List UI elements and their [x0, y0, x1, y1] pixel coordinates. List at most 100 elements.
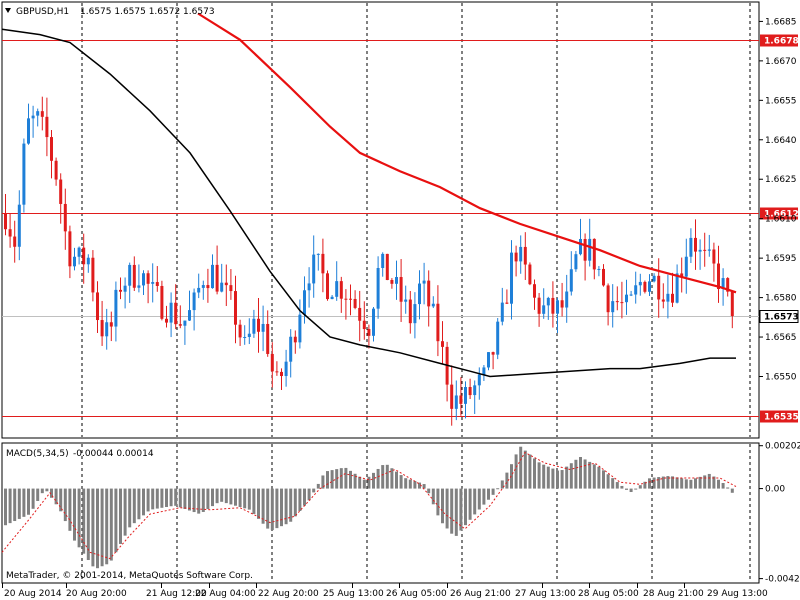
candle-body [261, 323, 265, 332]
macd-bar [615, 482, 619, 489]
candle-body [344, 298, 348, 300]
candle-body [367, 329, 371, 336]
macd-bar [666, 476, 670, 489]
macd-bar [496, 488, 500, 490]
macd-values: -0.00044 0.00014 [73, 449, 154, 459]
macd-bar [27, 488, 30, 515]
macd-bar [68, 488, 72, 531]
candle-body [169, 302, 173, 323]
candle-body [459, 395, 463, 404]
macd-panel[interactable]: MACD(5,34,5) -0.00044 0.00014 MetaTrader… [1, 442, 760, 584]
price-level-tag [760, 207, 798, 220]
candle-body [372, 308, 375, 336]
macd-bar [289, 488, 293, 522]
candle-body [487, 352, 490, 368]
macd-bar [542, 464, 546, 489]
candle-body [36, 111, 40, 116]
candle-body [8, 229, 12, 237]
macd-bar [174, 488, 178, 506]
macd-title: MACD(5,34,5) [6, 449, 69, 459]
macd-panel-frame [1, 442, 760, 584]
candle-body [404, 299, 408, 302]
candle-body [611, 301, 615, 313]
price-tick-label: 1.6580 [765, 294, 797, 304]
macd-bar [137, 488, 141, 520]
candle-body [165, 318, 168, 323]
macd-bar [528, 454, 532, 489]
candle-body [638, 281, 642, 286]
candle-body [220, 282, 224, 292]
macd-bar [459, 488, 463, 531]
macd-bar [583, 459, 587, 489]
candle-body [491, 352, 495, 355]
macd-bar [533, 458, 536, 489]
macd-bar [367, 476, 371, 489]
macd-bar [220, 488, 224, 502]
macd-bar [408, 479, 412, 489]
candle-body [597, 268, 601, 270]
macd-bar [73, 488, 76, 541]
candle-body [698, 249, 702, 252]
candle-body [82, 247, 86, 265]
candle-body [505, 302, 509, 304]
macd-bar [477, 488, 481, 510]
candle-body [197, 287, 201, 293]
macd-bar [91, 488, 95, 567]
candle-body [247, 333, 251, 337]
candle-body [390, 280, 394, 284]
price-panel[interactable]: GBPUSD,H1 1.6575 1.6575 1.6572 1.6573 [1, 1, 760, 439]
candle-body [330, 296, 334, 300]
candle-body [385, 253, 389, 281]
time-tick-label: 20 Aug 20:00 [66, 589, 127, 599]
price-tick-label: 1.6625 [765, 175, 797, 185]
candle-body [206, 285, 210, 289]
candle-body [353, 298, 357, 308]
macd-bar [482, 488, 486, 505]
price-level-label: 1.6535 [764, 413, 799, 423]
candle-body [422, 280, 426, 284]
macd-bar [50, 488, 53, 498]
macd-bar [257, 488, 260, 519]
price-level-label: 1.6612 [764, 210, 799, 220]
macd-bar [546, 466, 550, 489]
macd-bar [376, 468, 380, 489]
macd-bar [229, 488, 233, 505]
candle-body [395, 277, 398, 284]
macd-bar [261, 488, 265, 524]
macd-bar [109, 488, 113, 561]
candle-body [510, 252, 513, 304]
macd-bar [551, 468, 555, 489]
candle-body [615, 301, 619, 303]
candle-body [211, 264, 214, 289]
time-tick-label: 21 Aug 12:00 [146, 589, 207, 599]
candle-body [174, 302, 178, 325]
macd-bar [298, 488, 302, 511]
candle-body [201, 285, 205, 288]
macd-bar [339, 468, 343, 489]
time-tick-label: 29 Aug 13:00 [707, 589, 768, 599]
macd-bar [82, 488, 86, 554]
macd-bar [96, 488, 99, 569]
macd-bar [349, 470, 352, 489]
candle-body [275, 371, 279, 373]
macd-bar [680, 478, 684, 489]
macd-bar [413, 481, 417, 489]
time-tick-label: 20 Aug 2014 [4, 589, 62, 599]
macd-bar [344, 467, 348, 489]
macd-bar [643, 481, 647, 489]
candle-body [431, 303, 435, 307]
macd-bar [100, 488, 104, 567]
macd-bar [707, 473, 711, 489]
macd-bar [372, 472, 375, 489]
candle-body [100, 320, 104, 337]
macd-bar [597, 466, 601, 489]
macd-bar [13, 488, 17, 522]
macd-tick-label: -0.00424 [765, 575, 800, 585]
macd-bar [675, 477, 679, 489]
macd-signal-line [1, 451, 737, 560]
macd-bar [638, 485, 642, 489]
candle-body [606, 285, 610, 313]
macd-bar [59, 488, 63, 512]
macd-bar [252, 488, 256, 514]
candle-body [27, 118, 30, 144]
